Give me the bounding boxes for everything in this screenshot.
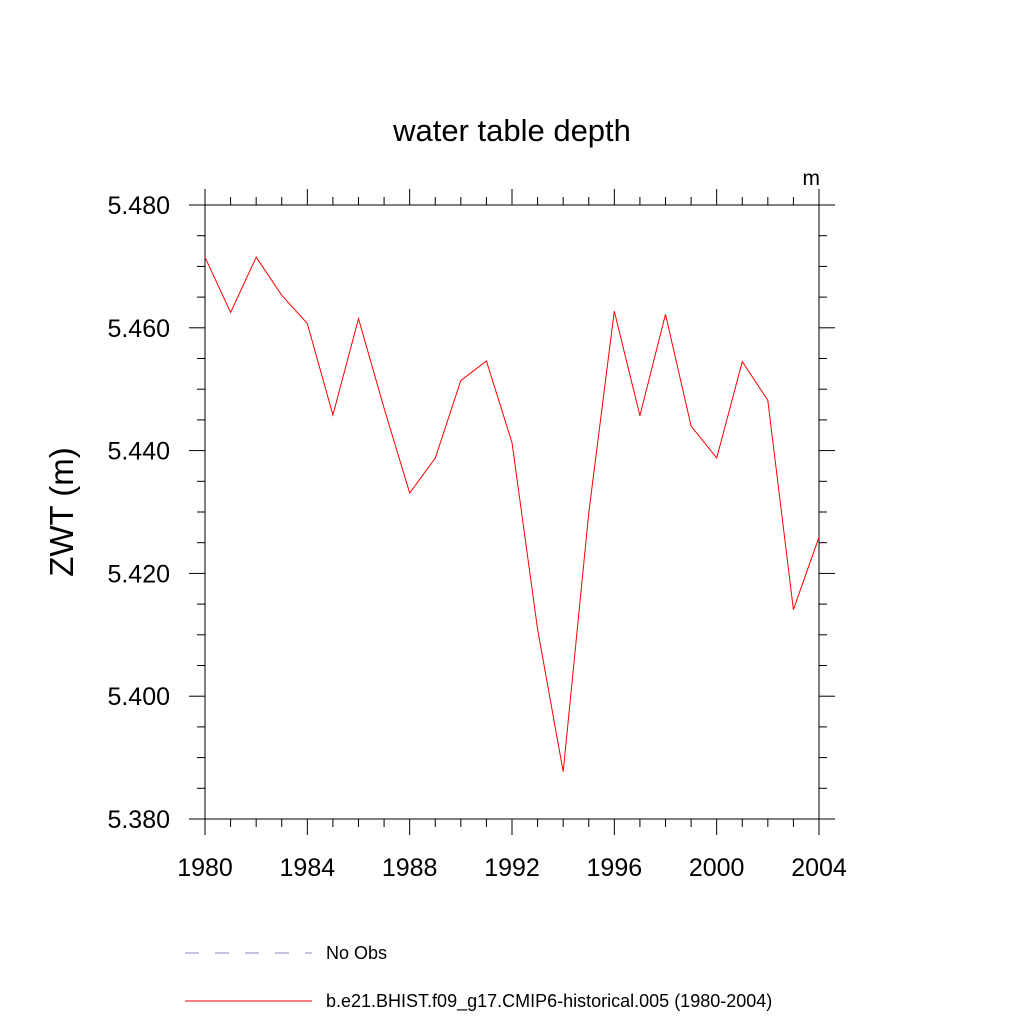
legend-label: No Obs [326, 943, 387, 963]
data-point [331, 414, 334, 417]
x-tick-label: 1992 [484, 854, 540, 882]
data-point [357, 317, 360, 320]
units-label: m [803, 167, 821, 190]
data-point [638, 414, 641, 417]
x-tick-label: 1988 [382, 854, 438, 882]
data-point [792, 608, 795, 611]
data-point [280, 294, 283, 297]
y-tick-label: 5.420 [107, 560, 170, 588]
data-point [664, 313, 667, 316]
data-point [741, 360, 744, 363]
y-tick-label: 5.440 [107, 438, 170, 466]
data-point [613, 310, 616, 313]
data-point [255, 256, 258, 259]
x-tick-label: 1996 [587, 854, 643, 882]
y-tick-label: 5.460 [107, 315, 170, 343]
data-point [408, 492, 411, 495]
y-tick-label: 5.400 [107, 683, 170, 711]
series-layer [204, 256, 821, 773]
y-tick-label: 5.480 [107, 192, 170, 220]
legend: No Obs b.e21.BHIST.f09_g17.CMIP6-historic… [185, 943, 772, 1012]
data-point [383, 407, 386, 410]
y-axis-label: ZWT (m) [43, 447, 80, 577]
data-point [536, 628, 539, 631]
data-point [459, 379, 462, 382]
data-point [587, 511, 590, 514]
x-tick-label: 2004 [791, 854, 847, 882]
data-point [690, 425, 693, 428]
data-point [434, 457, 437, 460]
data-point [306, 322, 309, 325]
y-tick-label: 5.380 [107, 806, 170, 834]
data-point [562, 770, 565, 773]
data-point [715, 457, 718, 460]
axes: 1980 1984 1988 1992 1996 2000 2004 5.380 5.400 5.… [107, 189, 847, 882]
data-point [766, 399, 769, 402]
x-tick-label: 2000 [689, 854, 745, 882]
data-point [511, 441, 514, 444]
data-point [229, 311, 232, 314]
series-line [204, 256, 820, 772]
x-tick-label: 1980 [177, 854, 233, 882]
plot-frame [204, 204, 820, 820]
legend-label: b.e21.BHIST.f09_g17.CMIP6-historical.005… [326, 991, 772, 1012]
x-tick-label: 1984 [280, 854, 336, 882]
chart-title: water table depth [392, 113, 631, 148]
data-point [204, 256, 207, 259]
data-point [485, 360, 488, 363]
data-point [818, 536, 821, 539]
